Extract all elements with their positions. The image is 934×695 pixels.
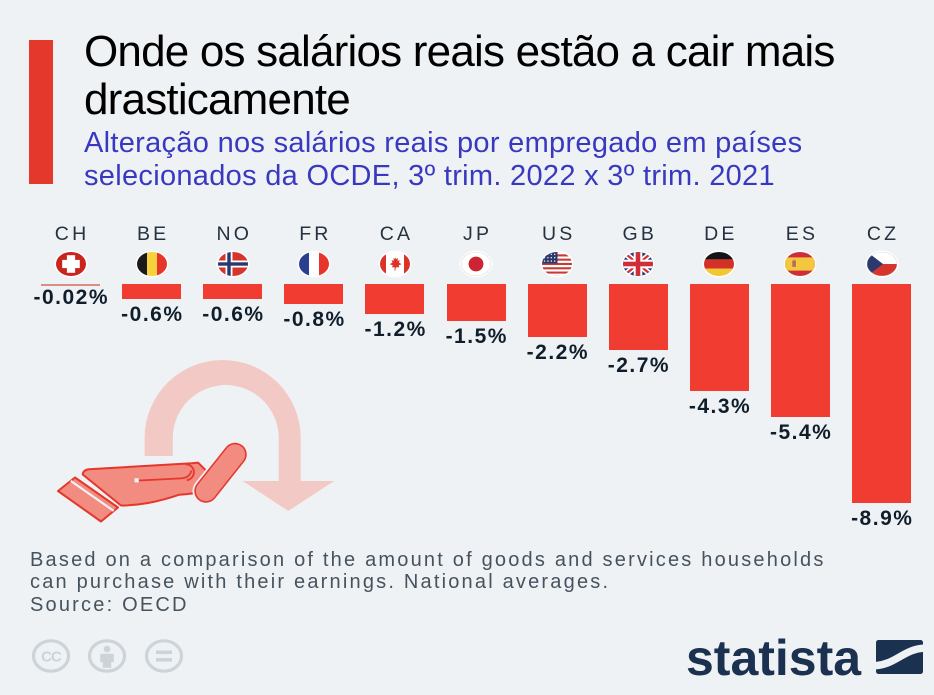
svg-text:CC: CC bbox=[41, 649, 62, 666]
